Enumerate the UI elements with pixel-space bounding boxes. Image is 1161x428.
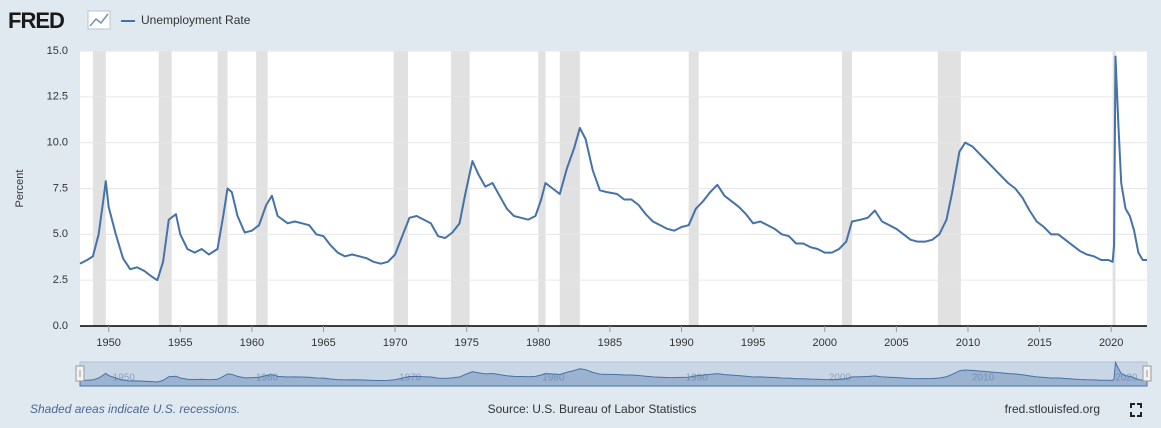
x-tick-label: 2000 (813, 337, 837, 349)
x-tick-label: 2010 (956, 337, 980, 349)
y-tick-label: 0.0 (53, 320, 68, 332)
site: fred.stlouisfed.org (1005, 402, 1100, 416)
navigator-label: 1950 (113, 373, 136, 384)
x-tick-label: 1965 (311, 337, 335, 349)
y-tick-label: 15.0 (47, 45, 68, 57)
x-tick-label: 1960 (240, 337, 264, 349)
y-tick-label: 5.0 (53, 228, 68, 240)
x-tick-label: 1990 (669, 337, 693, 349)
navigator-label: 1990 (686, 373, 709, 384)
x-tick-label: 1995 (741, 337, 765, 349)
navigator-label: 2000 (829, 373, 852, 384)
y-tick-label: 12.5 (47, 91, 68, 103)
x-tick-label: 2015 (1027, 337, 1051, 349)
x-tick-label: 1980 (526, 337, 550, 349)
x-tick-label: 1955 (168, 337, 192, 349)
y-axis-label: Percent (14, 170, 26, 208)
legend-label: Unemployment Rate (141, 13, 251, 27)
x-tick-label: 1975 (454, 337, 478, 349)
x-tick-label: 2005 (884, 337, 908, 349)
x-tick-label: 1970 (383, 337, 407, 349)
x-tick-label: 2020 (1099, 337, 1123, 349)
x-tick-label: 1985 (598, 337, 622, 349)
navigator-area (79, 360, 1148, 387)
source: Source: U.S. Bureau of Labor Statistics (488, 402, 697, 416)
y-tick-label: 7.5 (53, 182, 68, 194)
recession-note: Shaded areas indicate U.S. recessions. (30, 402, 240, 416)
logo-icon (87, 10, 111, 30)
y-tick-label: 2.5 (53, 274, 68, 286)
fullscreen-icon[interactable] (1130, 403, 1142, 417)
data-line (79, 55, 1147, 282)
logo: FRED (8, 8, 64, 33)
navigator-label: 1980 (542, 373, 565, 384)
x-tick-label: 1950 (96, 337, 120, 349)
navigator-label: 2020 (1115, 373, 1138, 384)
navigator-label: 1960 (256, 373, 279, 384)
navigator-label: 2010 (972, 373, 995, 384)
y-tick-label: 10.0 (47, 137, 68, 149)
navigator-label: 1970 (399, 373, 422, 384)
